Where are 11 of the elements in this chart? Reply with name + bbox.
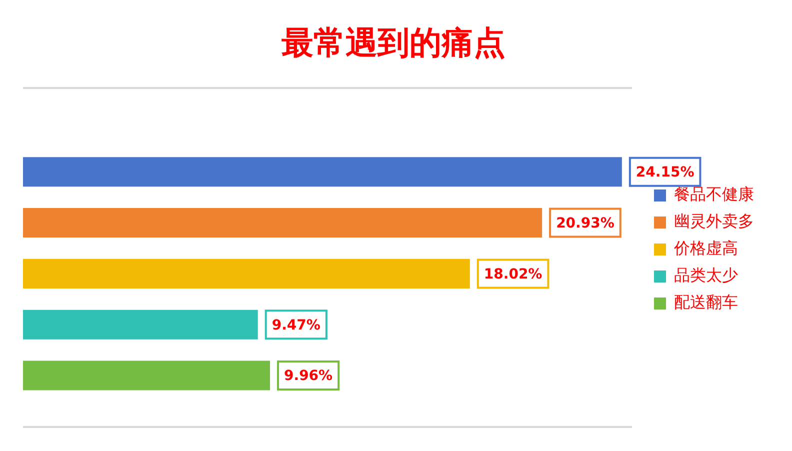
legend-label: 配送翻车: [674, 292, 738, 312]
data-label: 24.15%: [636, 164, 694, 180]
legend-label: 餐品不健康: [674, 184, 754, 204]
data-label: 9.96%: [284, 368, 333, 384]
data-label: 20.93%: [556, 215, 614, 232]
data-label: 18.02%: [484, 266, 542, 282]
legend-label: 价格虚高: [673, 238, 738, 258]
legend-label: 幽灵外卖多: [674, 212, 754, 231]
legend-label: 品类太少: [674, 266, 738, 285]
chart-title: 最常遇到的痛点: [282, 24, 506, 62]
data-label: 9.47%: [272, 317, 320, 334]
